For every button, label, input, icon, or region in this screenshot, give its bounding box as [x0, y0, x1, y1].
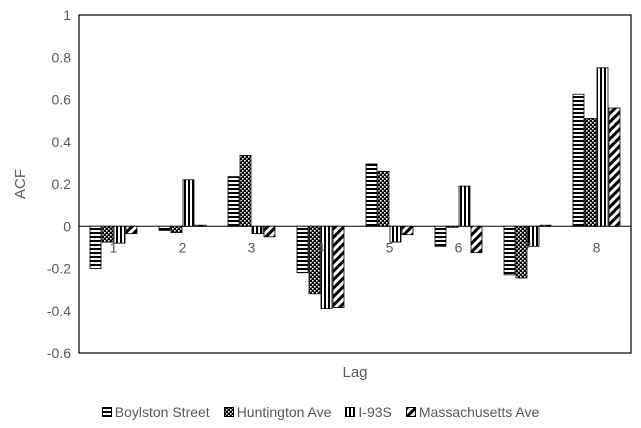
bar-huntington-ave-lag-7	[515, 225, 528, 279]
x-tick-label: 8	[593, 239, 601, 255]
y-tick-label: 0.4	[52, 134, 72, 150]
bar-boylston-street-lag-6	[434, 225, 447, 247]
x-axis-title: Lag	[342, 364, 367, 381]
bar-huntington-ave-lag-2	[170, 225, 183, 233]
bar-boylston-street-lag-1	[89, 225, 102, 269]
x-tick-label: 6	[455, 239, 463, 255]
legend-item-huntington-ave: Huntington Ave	[223, 404, 332, 420]
bar-i-93s-lag-8	[596, 67, 609, 227]
bar-boylston-street-lag-2	[158, 225, 171, 231]
bar-huntington-ave-lag-3	[239, 155, 252, 227]
y-tick-label: 0.6	[52, 92, 72, 108]
bar-boylston-street-lag-4	[296, 225, 309, 274]
bar-i-93s-lag-2	[182, 179, 195, 227]
y-tick-label: 0	[63, 218, 71, 234]
legend-item-massachusetts-ave: Massachusetts Ave	[405, 404, 540, 420]
bar-boylston-street-lag-8	[572, 93, 585, 227]
bar-huntington-ave-lag-4	[308, 225, 321, 295]
bar-huntington-ave-lag-6	[446, 225, 459, 228]
y-tick-label: 0.2	[52, 176, 72, 192]
bar-i-93s-lag-7	[527, 225, 540, 247]
legend-item-boylston-street: Boylston Street	[101, 404, 210, 420]
x-tick-label: 1	[110, 239, 118, 255]
y-axis-ticks: 1 0.8 0.6 0.4 0.2 0 -0.2 -0.4 -0.6	[47, 7, 71, 361]
bar-i-93s-lag-5	[389, 225, 402, 243]
bar-i-93s-lag-6	[458, 185, 471, 227]
bar-i-93s-lag-3	[251, 225, 264, 235]
bar-i-93s-lag-4	[320, 225, 333, 310]
bar-massachusetts-ave-lag-2	[194, 224, 207, 227]
y-tick-label: -0.4	[47, 303, 71, 319]
y-tick-label: 1	[63, 7, 71, 23]
bar-massachusetts-ave-lag-7	[539, 224, 552, 227]
legend: Boylston Street Huntington Ave I-93S Mas…	[0, 404, 641, 420]
y-tick-label: -0.2	[47, 261, 71, 277]
legend-swatch-diagonal-icon	[405, 407, 416, 417]
bar-huntington-ave-lag-1	[101, 225, 114, 243]
bar-massachusetts-ave-lag-4	[332, 225, 345, 308]
bar-i-93s-lag-1	[113, 225, 126, 244]
bar-series-group	[89, 67, 621, 310]
bar-huntington-ave-lag-8	[584, 118, 597, 227]
y-tick-label: -0.6	[47, 345, 71, 361]
x-tick-label: 3	[248, 239, 256, 255]
bar-boylston-street-lag-7	[503, 225, 516, 276]
plot-area	[78, 14, 632, 354]
bar-huntington-ave-lag-5	[377, 170, 390, 227]
legend-item-i-93s: I-93S	[345, 404, 392, 420]
x-tick-label: 5	[386, 239, 394, 255]
legend-label: I-93S	[358, 404, 392, 420]
bar-massachusetts-ave-lag-8	[608, 107, 621, 227]
x-axis-category-labels: 1 2 3 4 5 6 7 8	[110, 239, 601, 255]
legend-swatch-dots-icon	[223, 407, 234, 417]
y-axis-title: ACF	[12, 169, 29, 199]
y-tick-label: 0.8	[52, 49, 72, 65]
bar-boylston-street-lag-3	[227, 176, 240, 227]
bar-massachusetts-ave-lag-1	[125, 225, 138, 235]
bar-massachusetts-ave-lag-3	[263, 225, 276, 238]
legend-label: Boylston Street	[114, 404, 210, 420]
legend-label: Massachusetts Ave	[418, 404, 540, 420]
bar-boylston-street-lag-5	[365, 163, 378, 227]
legend-swatch-vstripes-icon	[345, 407, 356, 417]
x-tick-label: 7	[524, 239, 532, 255]
bar-massachusetts-ave-lag-5	[401, 225, 414, 236]
x-tick-label: 2	[179, 239, 187, 255]
bar-massachusetts-ave-lag-6	[470, 225, 483, 254]
x-tick-label: 4	[317, 239, 325, 255]
legend-label: Huntington Ave	[236, 404, 332, 420]
legend-swatch-hstripes-icon	[101, 407, 112, 417]
